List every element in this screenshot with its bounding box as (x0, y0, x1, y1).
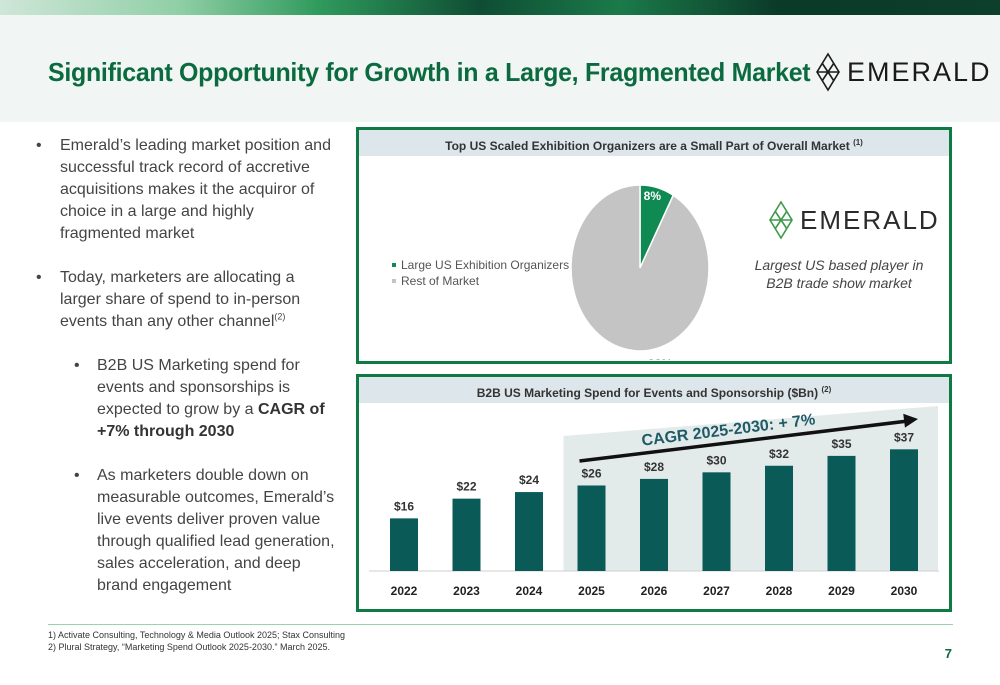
x-tick-label: 2024 (516, 584, 543, 598)
header-decoration-band (0, 0, 1000, 15)
logo-wordmark: EMERALD (847, 56, 992, 87)
bullet-text: Emerald’s leading market position and su… (60, 137, 331, 242)
logo-wordmark: EMERALD (800, 204, 940, 235)
x-tick-label: 2025 (578, 584, 605, 598)
footnote-ref: (2) (274, 311, 286, 322)
x-tick-label: 2029 (828, 584, 855, 598)
emerald-logo: EMERALD (815, 52, 992, 92)
panel-title: B2B US Marketing Spend for Events and Sp… (476, 386, 819, 400)
x-tick-label: 2026 (641, 584, 668, 598)
pie-slice (570, 184, 710, 352)
bar-data-label: $24 (519, 473, 539, 487)
sub-bullet-item: B2B US Marketing spend for events and sp… (36, 355, 336, 443)
emerald-gem-icon (769, 200, 793, 240)
pie-data-label: 92% (648, 357, 672, 360)
x-tick-label: 2027 (703, 584, 730, 598)
sub-bullet-bold-text: CAGR of +7% through 2030 (97, 401, 325, 440)
page-number: 7 (944, 646, 952, 661)
cagr-arrow-line (579, 419, 909, 463)
sub-bullet-text: B2B US Marketing spend for events and sp… (97, 357, 300, 418)
header-background (0, 15, 1000, 122)
legend-label: Rest of Market (401, 274, 480, 288)
pie-legend: Large US Exhibition Organizers Rest of M… (392, 257, 569, 289)
bar-data-label: $30 (706, 453, 726, 467)
panel-title: Top US Scaled Exhibition Organizers are … (445, 139, 850, 153)
bar (827, 455, 856, 571)
bar (515, 492, 543, 571)
bar (890, 449, 918, 571)
legend-swatch (392, 279, 396, 283)
bullet-item: Emerald’s leading market position and su… (36, 135, 336, 245)
market-share-pie-chart: 8% 92% (570, 184, 710, 360)
sub-bullet-item: As marketers double down on measurable o… (36, 465, 336, 597)
sub-bullet-text: As marketers double down on measurable o… (97, 467, 335, 594)
panel-header: B2B US Marketing Spend for Events and Sp… (359, 377, 949, 403)
bar (765, 465, 793, 571)
bullet-text: Today, marketers are allocating a larger… (60, 269, 301, 330)
footnote-ref: (1) (853, 138, 863, 147)
page-title: Significant Opportunity for Growth in a … (48, 57, 811, 87)
panel-header: Top US Scaled Exhibition Organizers are … (359, 130, 949, 156)
bar (452, 498, 481, 571)
footnote: 1) Activate Consulting, Technology & Med… (48, 630, 346, 640)
x-tick-label: 2022 (391, 584, 418, 598)
x-tick-label: 2030 (891, 584, 918, 598)
x-tick-label: 2023 (453, 584, 480, 598)
legend-item: Rest of Market (392, 273, 569, 289)
marketing-spend-bar-chart: $16 2022 $22 2023 $24 2024 $26 2025 $28 2026 $30 20… (369, 406, 939, 598)
legend-swatch (392, 263, 396, 267)
footnotes: 1) Activate Consulting, Technology & Med… (48, 624, 953, 653)
emerald-position-note: Largest US based player in B2B trade sho… (754, 257, 924, 291)
bar-data-label: $28 (644, 460, 664, 474)
footnote-ref: (2) (821, 385, 832, 394)
legend-item: Large US Exhibition Organizers (392, 257, 569, 273)
emerald-gem-icon (816, 52, 840, 92)
bar-data-label: $37 (894, 430, 914, 444)
bullet-list: Emerald’s leading market position and su… (36, 135, 336, 619)
bar (640, 478, 668, 571)
bar-data-label: $22 (456, 480, 476, 494)
footnote: 2) Plural Strategy, “Marketing Spend Out… (48, 642, 330, 652)
bullet-item: Today, marketers are allocating a larger… (36, 267, 336, 333)
cagr-arrow-head (903, 413, 918, 428)
emerald-logo-secondary: EMERALD (768, 200, 940, 240)
bar (577, 485, 606, 571)
pie-data-label: 8% (644, 189, 662, 203)
bar-data-label: $32 (769, 447, 789, 461)
bar (390, 518, 418, 571)
bar-data-label: $35 (831, 437, 851, 451)
x-tick-label: 2028 (766, 584, 793, 598)
bar-data-label: $16 (394, 499, 414, 513)
legend-label: Large US Exhibition Organizers (401, 258, 570, 272)
bar-data-label: $26 (581, 466, 601, 480)
bar (702, 472, 731, 571)
